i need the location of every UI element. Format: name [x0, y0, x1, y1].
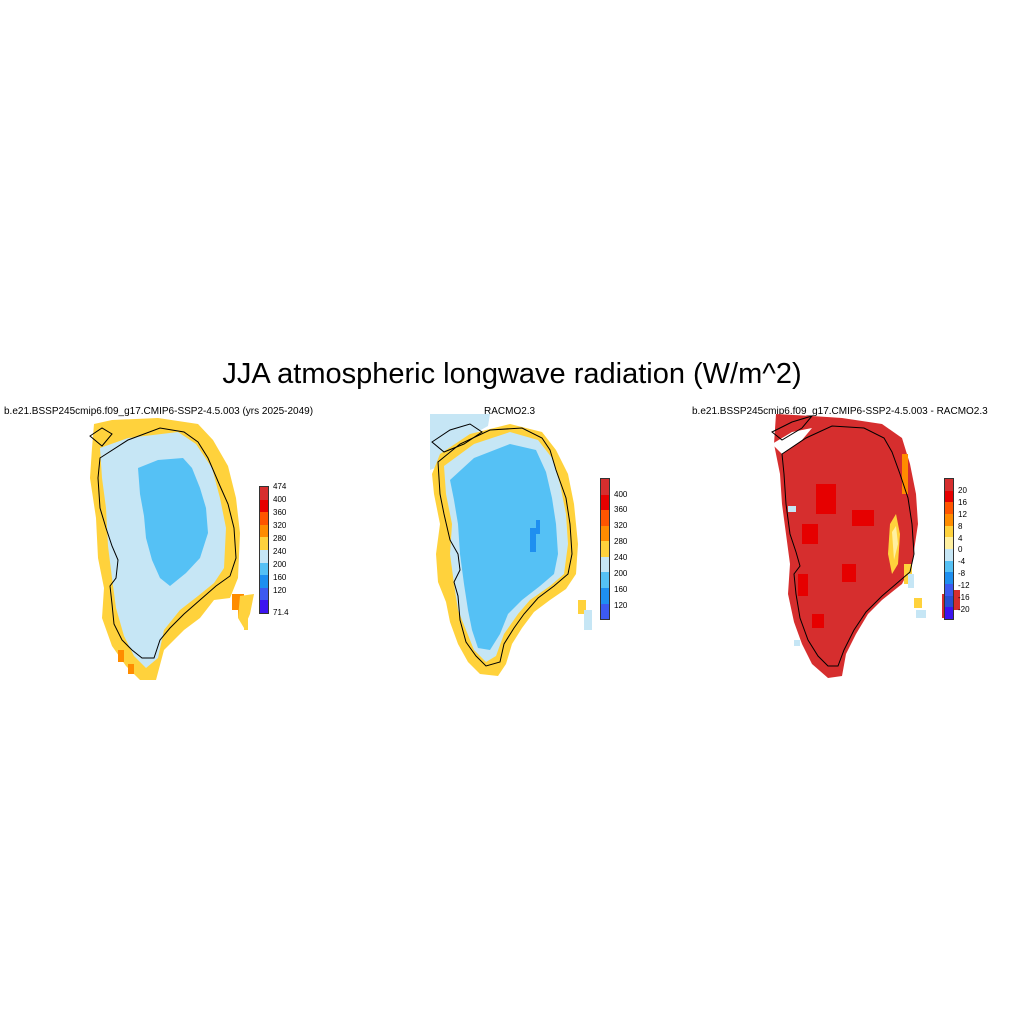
panel-3-tick-label: -4	[958, 557, 966, 566]
panel-3-tick-label: 8	[958, 522, 963, 531]
panel-1-tick-label: 71.4	[273, 608, 289, 617]
panel-2-tick-label: 360	[614, 505, 628, 514]
panel-1-tick-label: 320	[273, 521, 287, 530]
panel-3-tick-label: -8	[958, 569, 966, 578]
panel-2-tick-label: 160	[614, 585, 628, 594]
panel-1-colorbar: 474 400 360 320 280 240 200 160 120 71.4	[259, 482, 319, 617]
panel-1-colorbar-strip	[259, 486, 269, 614]
panel-3-tick-label: -20	[958, 605, 970, 614]
panel-3-tick-label: 4	[958, 534, 963, 543]
panel-3-tick-label: 12	[958, 510, 967, 519]
panel-2-tick-label: 240	[614, 553, 628, 562]
figure-title: JJA atmospheric longwave radiation (W/m^…	[222, 358, 802, 390]
panel-3-colorbar-strip	[944, 478, 954, 620]
panel-3-tick-label: 0	[958, 545, 963, 554]
panel-2-title: RACMO2.3	[484, 406, 536, 417]
panel-1-tick-label: 200	[273, 560, 287, 569]
panel-1-tick-label: 400	[273, 495, 287, 504]
panel-3-tick-label: 20	[958, 486, 967, 495]
panel-3-map	[771, 414, 960, 678]
panel-2-tick-label: 120	[614, 601, 628, 610]
panel-2-colorbar: 400 360 320 280 240 200 160 120	[600, 478, 660, 622]
panel-1-tick-label: 280	[273, 534, 287, 543]
panel-2-tick-label: 280	[614, 537, 628, 546]
panel-3-title: b.e21.BSSP245cmip6.f09_g17.CMIP6-SSP2-4.…	[692, 406, 988, 417]
panel-1-tick-label: 120	[273, 586, 287, 595]
panel-3-tick-label: -16	[958, 593, 970, 602]
panel-2-map	[430, 414, 592, 676]
panel-1-tick-label: 240	[273, 547, 287, 556]
panel-3-colorbar: 20 16 12 8 4 0 -4 -8 -12 -16 -20	[944, 478, 1004, 622]
panel-2-colorbar-strip	[600, 478, 610, 620]
panel-2-tick-label: 320	[614, 521, 628, 530]
panel-1-title: b.e21.BSSP245cmip6.f09_g17.CMIP6-SSP2-4.…	[4, 406, 314, 417]
panel-3-tick-label: 16	[958, 498, 967, 507]
panel-2-tick-label: 400	[614, 490, 628, 499]
panel-1-map	[89, 418, 254, 680]
panel-1-tick-label: 360	[273, 508, 287, 517]
panel-2-tick-label: 200	[614, 569, 628, 578]
panel-3-tick-label: -12	[958, 581, 970, 590]
panel-1-tick-label: 474	[273, 482, 287, 491]
panel-1-tick-label: 160	[273, 573, 287, 582]
